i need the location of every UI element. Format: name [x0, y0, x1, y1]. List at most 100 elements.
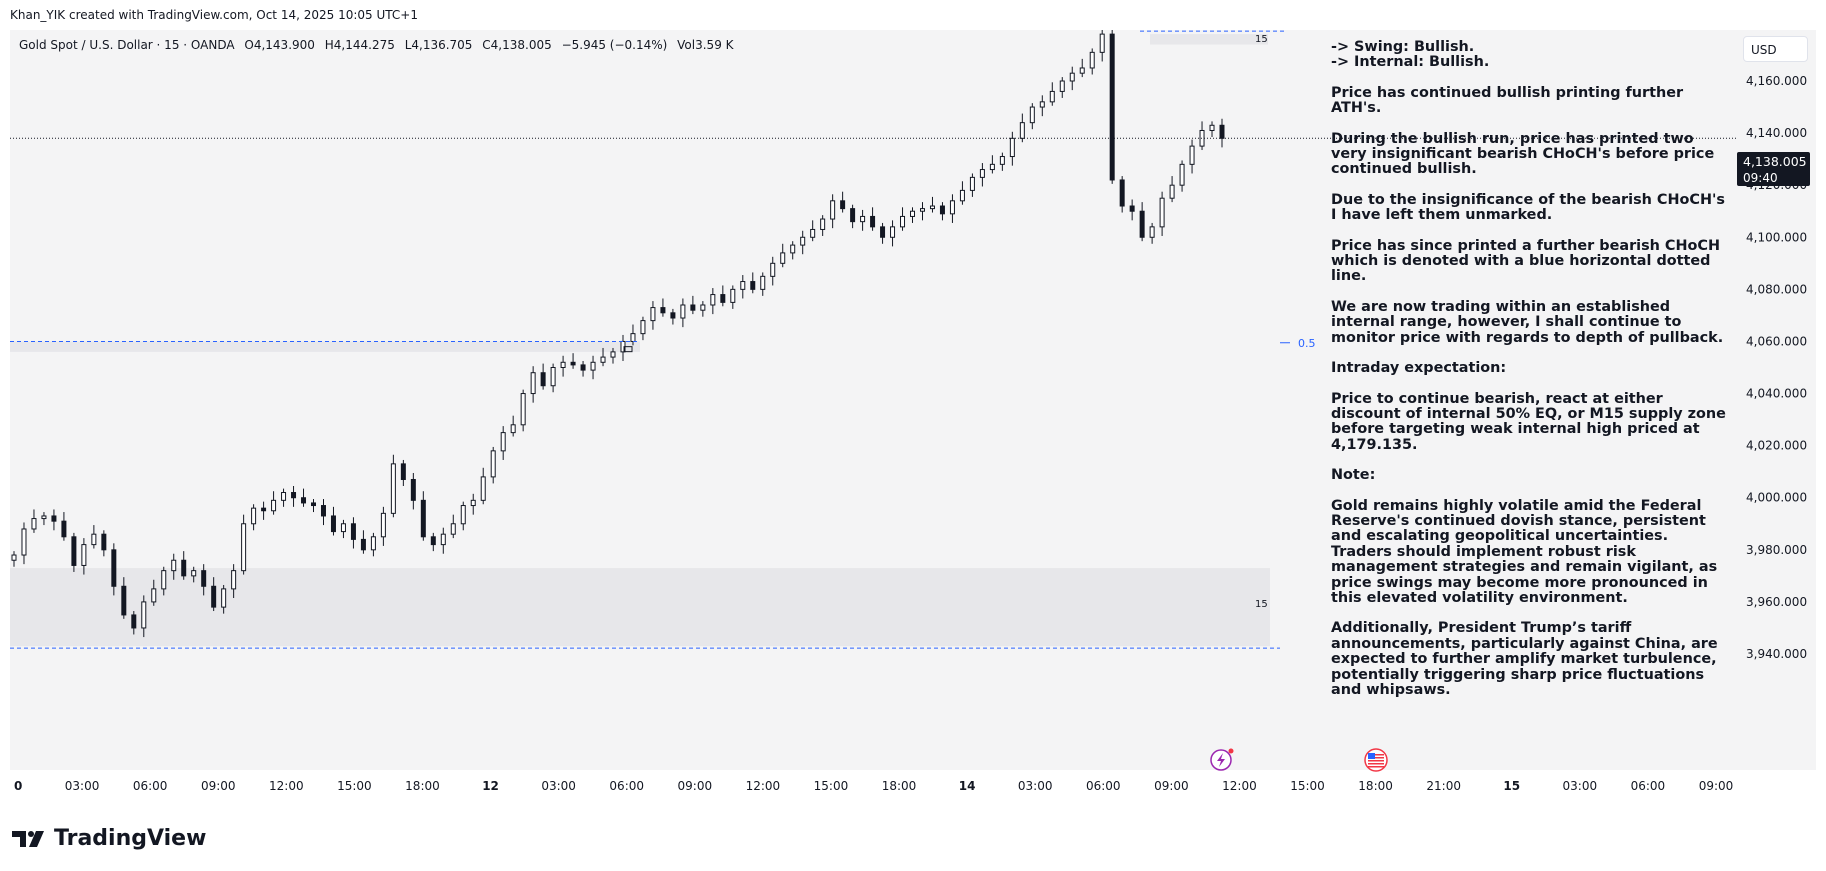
- candle: [241, 514, 247, 575]
- candle: [690, 295, 696, 315]
- candle-body: [730, 288, 736, 303]
- symbol-legend[interactable]: Gold Spot / U.S. Dollar · 15 · OANDA O4,…: [19, 38, 740, 52]
- candle: [1159, 191, 1165, 236]
- time-tick-label: 15:00: [814, 779, 849, 793]
- legend-close: C4,138.005: [482, 38, 552, 52]
- candle: [11, 551, 17, 567]
- time-tick-label: 09:00: [201, 779, 236, 793]
- candle-body: [520, 393, 526, 426]
- candle: [939, 202, 945, 221]
- candle-body: [560, 361, 566, 369]
- candle: [830, 194, 836, 229]
- note-line: We are now trading within an established…: [1331, 298, 1724, 346]
- candle: [760, 272, 766, 296]
- candle: [800, 230, 806, 255]
- candle: [510, 415, 516, 437]
- candle: [650, 301, 656, 330]
- candle: [1139, 202, 1145, 242]
- candle: [21, 522, 27, 565]
- candle: [191, 566, 197, 583]
- candle: [740, 275, 746, 299]
- candle-body: [1089, 51, 1095, 69]
- candle-body: [900, 215, 906, 228]
- price-tick-label: 4,060.000: [1746, 334, 1807, 348]
- candle-body: [211, 585, 217, 608]
- candle-body: [201, 570, 207, 587]
- chart-area[interactable]: 15 15 0.5 3,940.000 3,960.000 3,980.000 4,00…: [0, 25, 1826, 801]
- note-line: -> Internal: Bullish.: [1331, 54, 1490, 71]
- flag-stripe: [1368, 754, 1384, 756]
- tradingview-brand[interactable]: TradingView: [12, 826, 206, 851]
- candle-body: [919, 208, 925, 212]
- candle: [440, 527, 446, 554]
- candle-body: [1049, 90, 1055, 103]
- candle: [570, 353, 576, 369]
- candle-body: [460, 505, 466, 525]
- candle-body: [979, 169, 985, 178]
- candle: [1129, 199, 1135, 221]
- candle: [1149, 222, 1155, 244]
- flag-stripe: [1368, 766, 1384, 768]
- time-tick-label: 18:00: [1358, 779, 1393, 793]
- time-tick-label: 18:00: [882, 779, 917, 793]
- legend-open: O4,143.900: [244, 38, 315, 52]
- flag-stripe: [1368, 760, 1384, 762]
- legend-symbol: Gold Spot / U.S. Dollar · 15 · OANDA: [19, 38, 235, 52]
- candle: [1079, 58, 1085, 78]
- candle: [261, 501, 267, 520]
- candle: [1099, 27, 1105, 62]
- candle-body: [1019, 122, 1025, 139]
- candle: [520, 389, 526, 432]
- price-tick-label: 3,940.000: [1746, 647, 1807, 661]
- candle-body: [370, 536, 376, 551]
- candle: [320, 499, 326, 526]
- candle-body: [1059, 80, 1065, 92]
- candle-body: [490, 450, 496, 478]
- supply-zone-label: 15: [1255, 34, 1268, 45]
- legend-low: L4,136.705: [404, 38, 473, 52]
- candle: [550, 363, 556, 393]
- events-layer[interactable]: [1210, 748, 1388, 772]
- candle-body: [81, 544, 87, 566]
- event-dot: [1228, 748, 1234, 754]
- candle: [770, 256, 776, 286]
- time-tick-label: 12:00: [746, 779, 781, 793]
- candle-body: [1069, 72, 1075, 82]
- candle-body: [690, 304, 696, 311]
- candle-body: [251, 507, 257, 525]
- candle: [111, 543, 117, 596]
- candle: [131, 611, 137, 635]
- legend-change: −5.945 (−0.14%): [561, 38, 668, 52]
- time-tick-label: 06:00: [1086, 779, 1121, 793]
- lightning-event-icon[interactable]: [1210, 748, 1234, 771]
- candle-body: [1169, 184, 1175, 199]
- candle-body: [1139, 210, 1145, 238]
- price-tick-label: 4,040.000: [1746, 387, 1807, 401]
- us-flag-event-icon[interactable]: [1364, 748, 1388, 772]
- candle-body: [910, 210, 916, 217]
- candle-body: [291, 492, 297, 499]
- candle-body: [840, 200, 846, 210]
- candle: [301, 488, 307, 507]
- candle-body: [650, 307, 656, 322]
- prior-high-zone: [10, 341, 640, 352]
- currency-button[interactable]: USD: [1743, 36, 1808, 62]
- candle-body: [1159, 197, 1165, 228]
- candle-body: [969, 176, 975, 191]
- candle-body: [1129, 205, 1135, 212]
- candle: [201, 564, 207, 596]
- candle-body: [770, 262, 776, 277]
- candle: [360, 530, 366, 554]
- candle-body: [1079, 67, 1085, 74]
- candle-body: [191, 570, 197, 577]
- candle: [380, 506, 386, 546]
- note-line: Intraday expectation:: [1331, 360, 1507, 377]
- candle-body: [470, 499, 476, 507]
- candle-body: [1109, 33, 1115, 181]
- candle: [231, 564, 237, 599]
- candle-body: [330, 515, 336, 533]
- time-axis[interactable]: 0 03:00 06:00 09:00 12:00 15:00 18:00 12 03:00 06…: [14, 779, 1733, 793]
- candle: [330, 506, 336, 536]
